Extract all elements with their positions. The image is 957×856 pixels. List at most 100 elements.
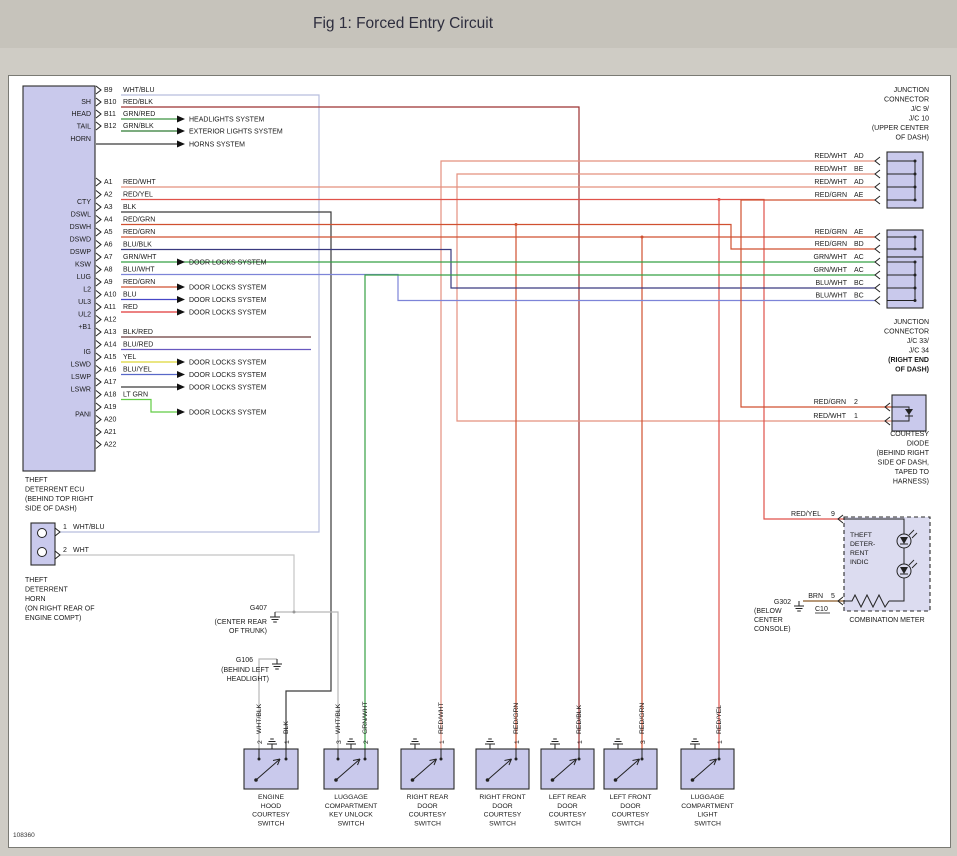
indicator-label: THEFT [850, 532, 872, 539]
connector-chevron-icon [95, 427, 102, 437]
junction-dot [913, 235, 917, 239]
connector-chevron-icon [874, 232, 881, 242]
switch-blade-arrow-icon [504, 758, 512, 761]
junction-wire-label: GRN/WHT [814, 254, 848, 261]
junction-dot [913, 247, 917, 251]
switch-blade-arrow-icon [272, 758, 281, 761]
ecu-pin-id: A14 [104, 342, 117, 349]
switch-caption: SWITCH [554, 820, 581, 827]
system-arrow-icon [177, 115, 185, 123]
connector-chevron-icon [874, 283, 881, 293]
horn-pin-icon [37, 547, 47, 557]
wiring-diagram: SH HEAD TAIL HORN CTY DSWL DSWH DSWD DSWP KSW LUG L… [8, 75, 951, 848]
switch-caption: DOOR [492, 803, 512, 810]
junction-code-label: BE [854, 166, 864, 173]
junction-dot [913, 198, 917, 202]
ecu-pin-id: A22 [104, 442, 117, 449]
junction-code-label: AD [854, 153, 864, 160]
system-arrow-icon [177, 308, 185, 316]
ecu-pin-id: A17 [104, 379, 117, 386]
connector-chevron-icon [95, 290, 102, 299]
junction-wire-label: RED/GRN [815, 229, 847, 236]
indicator-wire-label: BRN [808, 593, 823, 600]
switch-caption: LIGHT [697, 812, 717, 819]
junction-dot [913, 286, 917, 290]
switch-pin-number: 2 [257, 740, 264, 744]
connector-chevron-icon [95, 327, 102, 337]
switch-pin-number: 1 [577, 740, 584, 744]
junction-wire-label: RED/GRN [815, 192, 847, 199]
junction-dot [640, 757, 644, 761]
connector-chevron-icon [54, 527, 61, 537]
connector-chevron-icon [95, 121, 102, 131]
diode-wire-label: RED/GRN [814, 399, 846, 406]
connector-chevron-icon [874, 270, 881, 280]
switch-caption: COURTESY [612, 812, 650, 819]
wire-color-label: BLK [283, 721, 290, 734]
ecu-pin-label: DSWH [70, 224, 91, 231]
ecu-pin-label: HEAD [72, 111, 91, 118]
wire-color-label: YEL [123, 354, 136, 361]
ecu-pin-label: UL2 [78, 312, 91, 319]
ecu-pin-label: TAIL [77, 124, 91, 131]
wire-red-blk [121, 106, 580, 749]
connector-chevron-icon [95, 302, 102, 312]
led-emission-icon [911, 562, 918, 569]
combination-meter-caption: COMBINATION METER [849, 617, 924, 624]
junction-dot [514, 757, 518, 761]
junction-caption: (RIGHT END [888, 357, 929, 364]
system-arrow-icon [177, 258, 185, 266]
switch-blade-icon [412, 758, 437, 781]
connector-chevron-icon [874, 244, 881, 254]
ecu-pin-id: A7 [104, 254, 113, 261]
junction-caption: J/C 34 [909, 348, 929, 355]
junction-wire-label: BLU/WHT [816, 280, 848, 287]
switch-box [400, 748, 455, 790]
system-link-label: DOOR LOCKS SYSTEM [189, 297, 267, 304]
figure-title: Fig 1: Forced Entry Circuit [313, 15, 494, 32]
junction-caption: (UPPER CENTER [872, 125, 929, 132]
junction-caption: OF DASH) [896, 135, 929, 142]
connector-chevron-icon [95, 215, 102, 224]
switch-pin-number: 1 [284, 740, 291, 744]
connector-chevron-icon [95, 390, 102, 399]
junction-dot [717, 198, 721, 201]
wire-lt-grn [121, 398, 177, 413]
switch-blade-icon [335, 758, 361, 781]
junction-dot [640, 235, 644, 239]
switch-pin-number: 2 [363, 740, 370, 744]
ground-label: G407 [250, 605, 267, 612]
junction-dot [717, 757, 721, 761]
wire-blk [121, 211, 332, 749]
ecu-pin-id: A12 [104, 317, 117, 324]
wire-color-label: RED [123, 304, 138, 311]
diode-caption: SIDE OF DASH, [878, 460, 929, 467]
horn-caption: DETERRENT [25, 587, 69, 594]
switch-caption: DOOR [417, 803, 437, 810]
junction-dot [913, 185, 917, 189]
system-link-label: DOOR LOCKS SYSTEM [189, 360, 267, 367]
switch-caption: SWITCH [617, 820, 644, 827]
wire-color-label: RED/BLK [576, 704, 583, 734]
wire-color-label: RED/WHT [438, 702, 445, 734]
led-emission-icon [908, 559, 915, 566]
ground-caption: (BEHIND LEFT [221, 667, 270, 674]
switch-pin-number: 1 [439, 740, 446, 744]
horn-caption: (ON RIGHT REAR OF [25, 606, 94, 613]
connector-chevron-icon [95, 85, 102, 95]
junction-wire-label: RED/WHT [814, 166, 847, 173]
system-link-label: DOOR LOCKS SYSTEM [189, 310, 267, 317]
junction-caption: J/C 9/ [911, 106, 929, 113]
switch-box [323, 748, 379, 790]
wire-color-label: WHT/BLK [335, 703, 342, 734]
ecu-pin-id: A5 [104, 229, 113, 236]
switch-blade-icon [255, 758, 281, 781]
wire-red-wht [440, 160, 875, 749]
switch-blade-arrow-icon [709, 758, 717, 761]
connector-chevron-icon [837, 596, 844, 606]
junction-caption: CONNECTOR [884, 97, 929, 104]
diode-caption: TAPED TO [895, 469, 930, 476]
indicator-wire-label: RED/YEL [791, 511, 821, 518]
junction-dot [577, 757, 581, 761]
